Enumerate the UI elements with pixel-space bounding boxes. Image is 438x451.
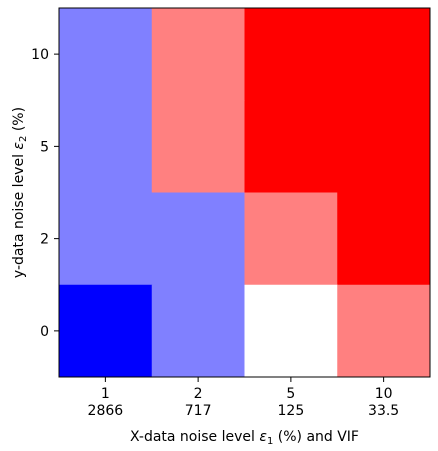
heatmap-cell — [337, 192, 431, 286]
x-tick-label: 5 — [286, 386, 295, 402]
x-tick-label: 2 — [194, 386, 203, 402]
x-tick-vif-label: 125 — [278, 403, 305, 419]
x-tick-vif-label: 717 — [185, 403, 212, 419]
heatmap-cell — [337, 284, 431, 378]
heatmap-cells — [59, 8, 431, 378]
heatmap-cell — [244, 192, 338, 286]
y-tick-label: 0 — [40, 324, 49, 340]
y-tick-label: 10 — [31, 47, 49, 63]
y-tick-label: 5 — [40, 139, 49, 155]
heatmap-cell — [151, 192, 245, 286]
heatmap-cell — [151, 100, 245, 193]
heatmap-cell — [337, 100, 431, 193]
heatmap-cell — [337, 8, 431, 101]
y-tick-label: 2 — [40, 232, 49, 248]
x-tick-label: 10 — [375, 386, 393, 402]
heatmap-cell — [59, 8, 153, 101]
y-axis-label: y-data noise level ε2 (%) — [11, 107, 29, 278]
heatmap-cell — [151, 284, 245, 378]
heatmap-cell — [59, 284, 153, 378]
heatmap-cell — [244, 284, 338, 378]
x-tick-label: 1 — [101, 386, 110, 402]
plot-frame — [58, 7, 431, 378]
x-axis-label: X-data noise level ε1 (%) and VIF — [130, 429, 359, 447]
heatmap-cell — [59, 100, 153, 193]
heatmap-cell — [244, 8, 338, 101]
heatmap-cell — [59, 192, 153, 286]
heatmap-cell — [151, 8, 245, 101]
x-tick-vif-label: 33.5 — [368, 403, 399, 419]
y-axis-ticks: 0 2 5 10 — [31, 47, 59, 340]
x-tick-vif-label: 2866 — [88, 403, 124, 419]
heatmap-cell — [244, 100, 338, 193]
